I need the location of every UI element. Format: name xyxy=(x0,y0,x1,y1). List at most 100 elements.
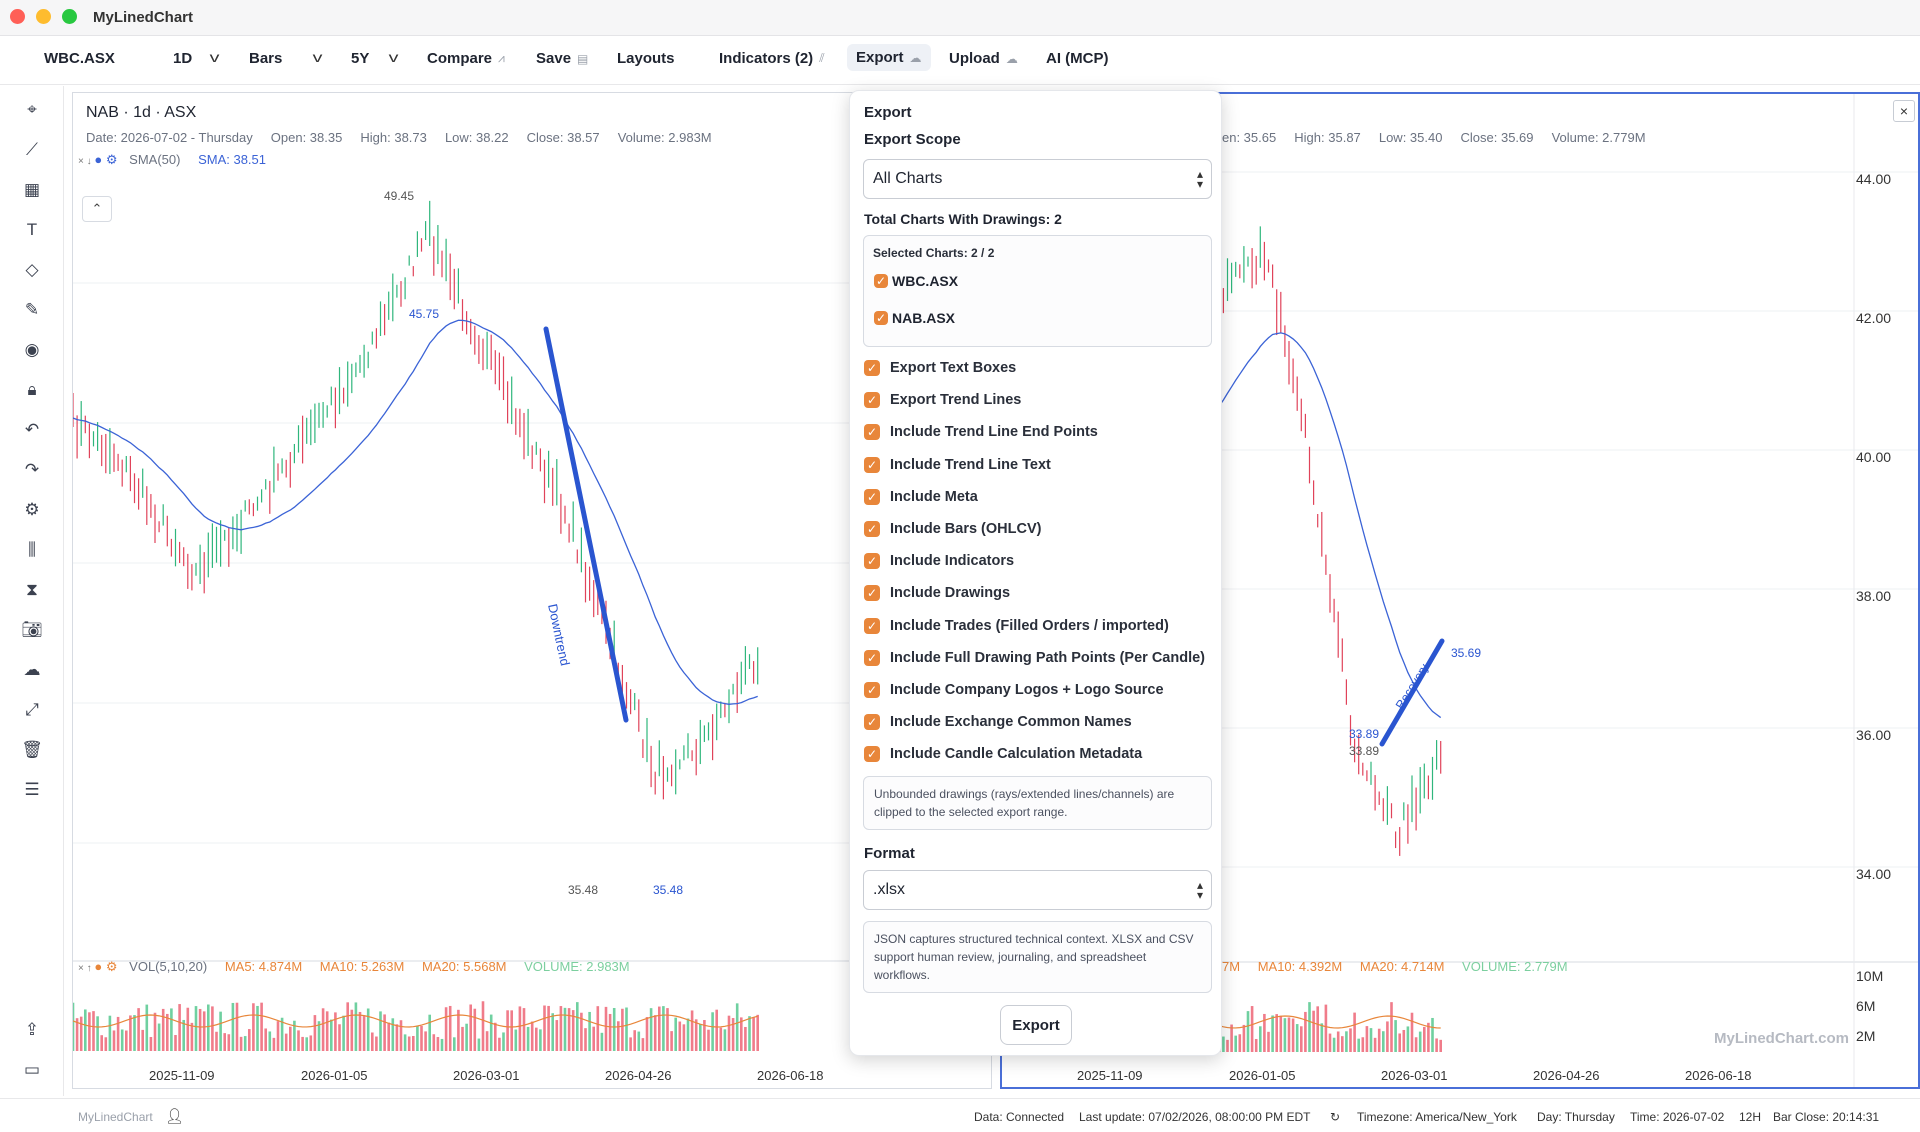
maximize-window-button[interactable] xyxy=(62,9,77,24)
volume-bar xyxy=(674,1017,677,1051)
checkbox-checked-icon[interactable]: ✓ xyxy=(864,649,880,666)
symbol-selector[interactable]: WBC.ASX xyxy=(44,50,115,67)
left-high: High: 38.73 xyxy=(360,130,427,145)
left-date-tick: 2026-04-26 xyxy=(605,1068,672,1083)
redo-icon[interactable]: ↷ xyxy=(24,460,40,479)
right-vol-value: VOLUME: 2.779M xyxy=(1462,959,1568,974)
sliders-icon[interactable]: ☰ xyxy=(24,780,40,799)
volume-bar xyxy=(481,1001,485,1051)
export-option-row[interactable]: ✓ Include Candle Calculation Metadata xyxy=(864,743,1142,765)
crosshair-icon[interactable]: ⌖ xyxy=(27,100,37,119)
volume-bar xyxy=(1279,1015,1283,1052)
export-scope-select[interactable]: All Charts ▴ ▾ xyxy=(863,159,1212,199)
fib-tool-icon[interactable]: ▦ xyxy=(23,180,41,199)
export-option-row[interactable]: ✓ Include Drawings xyxy=(864,582,1010,604)
checkbox-checked-icon[interactable]: ✓ xyxy=(864,617,880,634)
close-pane-button[interactable]: × xyxy=(1893,100,1915,122)
checkbox-checked-icon[interactable]: ✓ xyxy=(864,456,880,473)
lock-icon[interactable]: 🔒︎ xyxy=(27,380,37,399)
shapes-icon[interactable]: ◇ xyxy=(25,260,39,279)
status-clock-mode[interactable]: 12H xyxy=(1739,1110,1762,1124)
export-option-row[interactable]: ✓ Include Company Logos + Logo Source xyxy=(864,679,1164,701)
ai-mcp-button[interactable]: AI (MCP) xyxy=(1046,50,1109,67)
volume-bar xyxy=(403,1034,407,1051)
volume-bar xyxy=(617,1021,620,1051)
checkbox-checked-icon[interactable]: ✓ xyxy=(874,274,888,288)
minimize-window-button[interactable] xyxy=(36,9,51,24)
checkbox-checked-icon[interactable]: ✓ xyxy=(864,521,880,537)
chart-pane-left[interactable]: Downtrend 49.45 45.75 35.48 35.48 xyxy=(72,92,992,1089)
checkbox-checked-icon[interactable]: ✓ xyxy=(874,311,888,325)
volume-bar xyxy=(362,1016,366,1051)
checkbox-checked-icon[interactable]: ✓ xyxy=(864,585,880,602)
legend-controls-icon[interactable]: × ↓ xyxy=(78,156,95,167)
volume-bar xyxy=(699,1024,702,1051)
checkbox-checked-icon[interactable]: ✓ xyxy=(864,682,880,698)
undo-icon[interactable]: ↶ xyxy=(24,420,40,439)
volume-bar xyxy=(448,1005,452,1051)
fullscreen-icon[interactable]: ⤢ xyxy=(25,700,39,719)
user-icon[interactable]: 👤︎ xyxy=(165,1108,185,1125)
settings-gear-icon[interactable]: ⚙ xyxy=(24,500,40,519)
checkbox-checked-icon[interactable]: ✓ xyxy=(864,360,880,376)
volume-bar xyxy=(346,1002,349,1051)
volume-bar xyxy=(264,1028,267,1051)
export-option-row[interactable]: ✓ Include Trend Line Text xyxy=(864,454,1051,476)
format-select[interactable]: .xlsx ▴ ▾ xyxy=(863,870,1212,910)
volume-bar xyxy=(297,1030,300,1051)
cloud-icon[interactable]: ☁ xyxy=(23,660,41,679)
chart-checkbox-label[interactable]: WBC.ASX xyxy=(892,273,959,289)
checkbox-checked-icon[interactable]: ✓ xyxy=(864,488,880,505)
checkbox-checked-icon[interactable]: ✓ xyxy=(864,714,880,731)
collapse-legend-button[interactable]: ⌃ xyxy=(82,196,112,222)
range-chevron-icon[interactable]: v xyxy=(388,49,399,65)
pencil-icon[interactable]: ✎ xyxy=(24,300,40,319)
export-option-row[interactable]: ✓ Export Text Boxes xyxy=(864,357,1016,379)
eye-icon[interactable]: ◉ xyxy=(24,340,40,359)
export-option-row[interactable]: ✓ Include Full Drawing Path Points (Per C… xyxy=(864,647,1205,669)
upload-button[interactable]: Upload ☁ xyxy=(949,50,1018,67)
checkbox-checked-icon[interactable]: ✓ xyxy=(864,424,880,441)
split-view-icon[interactable]: ⫼ xyxy=(28,540,36,559)
export-option-row[interactable]: ✓ Include Trend Line End Points xyxy=(864,421,1098,443)
trash-icon[interactable]: 🗑︎ xyxy=(21,740,43,759)
chart-type-chevron-icon[interactable]: v xyxy=(312,49,323,65)
export-option-row[interactable]: ✓ Include Exchange Common Names xyxy=(864,711,1132,733)
export-button[interactable]: Export ☁ xyxy=(847,44,931,71)
trend-line-icon[interactable]: ⟋ xyxy=(26,140,38,159)
volume-bar xyxy=(1357,1038,1360,1052)
interval-selector[interactable]: 1D xyxy=(173,50,193,67)
share-icon[interactable]: ⇪ xyxy=(24,1020,40,1039)
text-tool-icon[interactable]: T xyxy=(26,220,38,239)
chart-type-selector[interactable]: Bars xyxy=(249,50,283,67)
chart-checkbox-label[interactable]: NAB.ASX xyxy=(892,310,956,326)
export-option-row[interactable]: ✓ Include Trades (Filled Orders / importe… xyxy=(864,615,1169,637)
left-chart-canvas[interactable]: Downtrend 49.45 45.75 35.48 35.48 xyxy=(73,93,992,1089)
close-window-button[interactable] xyxy=(10,9,25,24)
camera-icon[interactable]: 📷︎ xyxy=(21,620,43,639)
volume-bar xyxy=(1263,1013,1266,1052)
compare-button[interactable]: Compare ⩘ xyxy=(427,50,505,67)
export-option-row[interactable]: ✓ Include Bars (OHLCV) xyxy=(864,518,1041,540)
volume-bar xyxy=(1439,1039,1442,1052)
layouts-button[interactable]: Layouts xyxy=(617,50,675,67)
vol-legend-controls-icon[interactable]: × ↑ xyxy=(78,963,95,974)
indicators-button[interactable]: Indicators (2) ⫽ xyxy=(719,50,825,67)
export-submit-button[interactable]: Export xyxy=(1000,1005,1072,1045)
checkbox-checked-icon[interactable]: ✓ xyxy=(864,553,880,570)
export-option-row[interactable]: ✓ Include Indicators xyxy=(864,550,1014,572)
volume-bar xyxy=(510,1010,513,1051)
checkbox-checked-icon[interactable]: ✓ xyxy=(864,746,880,763)
export-option-row[interactable]: ✓ Include Meta xyxy=(864,486,978,508)
range-selector[interactable]: 5Y xyxy=(351,50,370,67)
refresh-icon[interactable]: ↻ xyxy=(1330,1110,1341,1124)
system-monitor-icon[interactable]: ▭ xyxy=(23,1060,41,1079)
interval-chevron-icon[interactable]: v xyxy=(209,49,220,65)
export-option-row[interactable]: ✓ Export Trend Lines xyxy=(864,389,1021,411)
y-axis-tick: 42.00 xyxy=(1856,310,1892,326)
volume-bar xyxy=(629,1037,632,1051)
extended-hours-icon[interactable]: ⧗ xyxy=(26,580,38,599)
volume-bar xyxy=(412,1035,415,1051)
save-button[interactable]: Save ▤ xyxy=(536,50,588,67)
checkbox-checked-icon[interactable]: ✓ xyxy=(864,392,880,409)
